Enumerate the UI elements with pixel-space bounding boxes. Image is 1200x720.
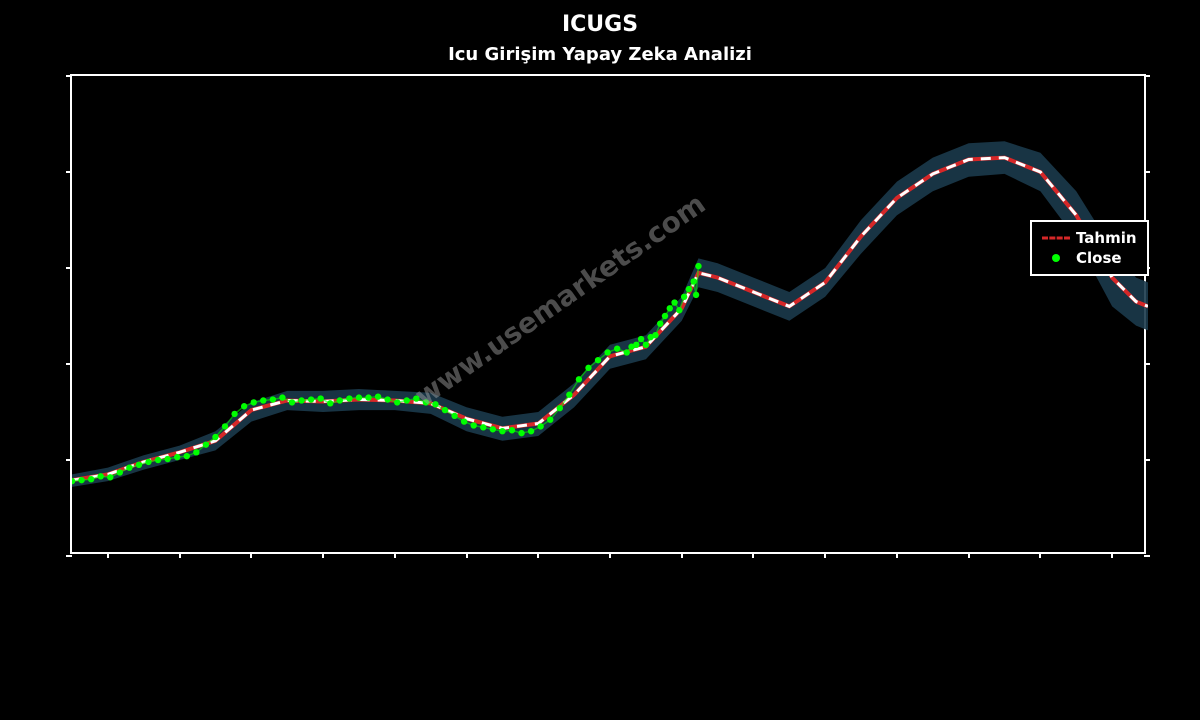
legend-swatch bbox=[1042, 232, 1070, 244]
xtick-mark bbox=[537, 552, 539, 558]
xtick-mark bbox=[1039, 552, 1041, 558]
xtick-mark bbox=[394, 552, 396, 558]
ytick-label-left: 40 bbox=[42, 163, 72, 182]
chart-title: ICUGS bbox=[0, 12, 1200, 37]
chart-subtitle: Icu Girişim Yapay Zeka Analizi bbox=[0, 44, 1200, 65]
ytick-label-left: 30 bbox=[42, 259, 72, 278]
legend: TahminClose bbox=[1030, 220, 1149, 276]
ytick-label-right: 10 bbox=[1144, 451, 1174, 470]
xtick-mark bbox=[824, 552, 826, 558]
ytick-label-left: 0 bbox=[53, 547, 72, 566]
ytick-label-left: 10 bbox=[42, 451, 72, 470]
xtick-mark bbox=[968, 552, 970, 558]
ytick-label-left: 50 bbox=[42, 67, 72, 86]
xtick-mark bbox=[609, 552, 611, 558]
xtick-mark bbox=[681, 552, 683, 558]
ytick-label-right: 50 bbox=[1144, 67, 1174, 86]
xtick-mark bbox=[322, 552, 324, 558]
legend-swatch bbox=[1042, 252, 1070, 264]
ytick-label-right: 20 bbox=[1144, 355, 1174, 374]
legend-label: Close bbox=[1076, 248, 1122, 268]
confidence-band bbox=[72, 141, 1148, 487]
plot-svg bbox=[72, 76, 1148, 556]
legend-item: Tahmin bbox=[1042, 228, 1137, 248]
xtick-mark bbox=[1111, 552, 1113, 558]
plot-area: 001010202030304040505001-03-202401-04-20… bbox=[70, 74, 1146, 554]
xtick-mark bbox=[896, 552, 898, 558]
ytick-label-right: 40 bbox=[1144, 163, 1174, 182]
legend-label: Tahmin bbox=[1076, 228, 1137, 248]
ytick-label-right: 0 bbox=[1144, 547, 1163, 566]
chart-container: ICUGS Icu Girişim Yapay Zeka Analizi Kap… bbox=[0, 0, 1200, 720]
xtick-mark bbox=[466, 552, 468, 558]
xtick-mark bbox=[752, 552, 754, 558]
x-axis-label: Tarih 19-09-2024 bbox=[0, 685, 1200, 706]
ytick-label-left: 20 bbox=[42, 355, 72, 374]
y-axis-label: Kapanış bbox=[8, 229, 29, 310]
xtick-mark bbox=[107, 552, 109, 558]
xtick-mark bbox=[250, 552, 252, 558]
xtick-mark bbox=[179, 552, 181, 558]
legend-item: Close bbox=[1042, 248, 1137, 268]
